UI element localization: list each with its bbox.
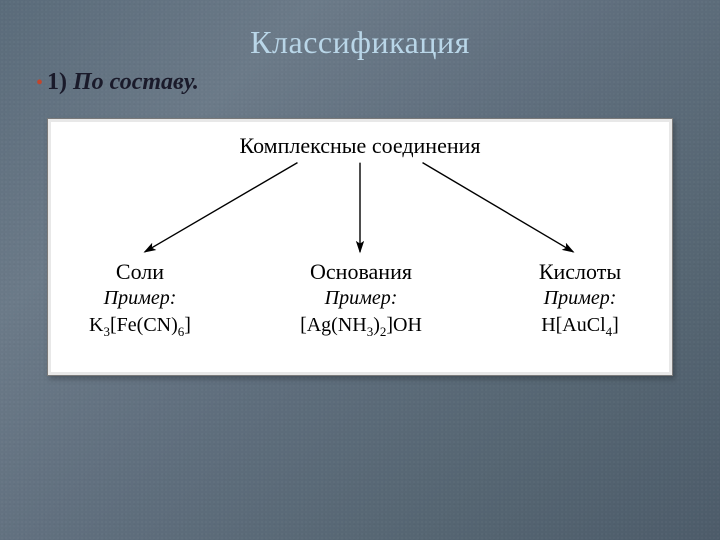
arrow-left [145,163,298,252]
branch-formula: [Ag(NH3)2]OH [261,314,461,340]
branch-title: Соли [40,259,240,285]
branch-title: Основания [261,259,461,285]
branch-bases: Основания Пример: [Ag(NH3)2]OH [261,259,461,340]
diagram-box: Комплексные соединения Соли Пример: K3[F… [47,118,673,376]
branch-formula: H[AuCl4] [480,314,680,340]
branch-example-label: Пример: [480,287,680,310]
diagram: Комплексные соединения Соли Пример: K3[F… [48,119,672,375]
branch-acids: Кислоты Пример: H[AuCl4] [480,259,680,340]
branch-example-label: Пример: [261,287,461,310]
arrow-right [423,163,574,252]
subtitle-text: По составу. [73,69,199,96]
branch-salts: Соли Пример: K3[Fe(CN)6] [40,259,240,340]
branch-title: Кислоты [480,259,680,285]
diagram-root-label: Комплексные соединения [239,133,480,159]
slide-title: Классификация [30,24,690,61]
branch-formula: K3[Fe(CN)6] [40,314,240,340]
slide: Классификация • 1) По составу. Комплексн… [0,0,720,540]
branch-example-label: Пример: [40,287,240,310]
bullet-icon: • [36,73,43,93]
subtitle-number: 1) [47,69,67,96]
subtitle-row: • 1) По составу. [36,69,690,96]
